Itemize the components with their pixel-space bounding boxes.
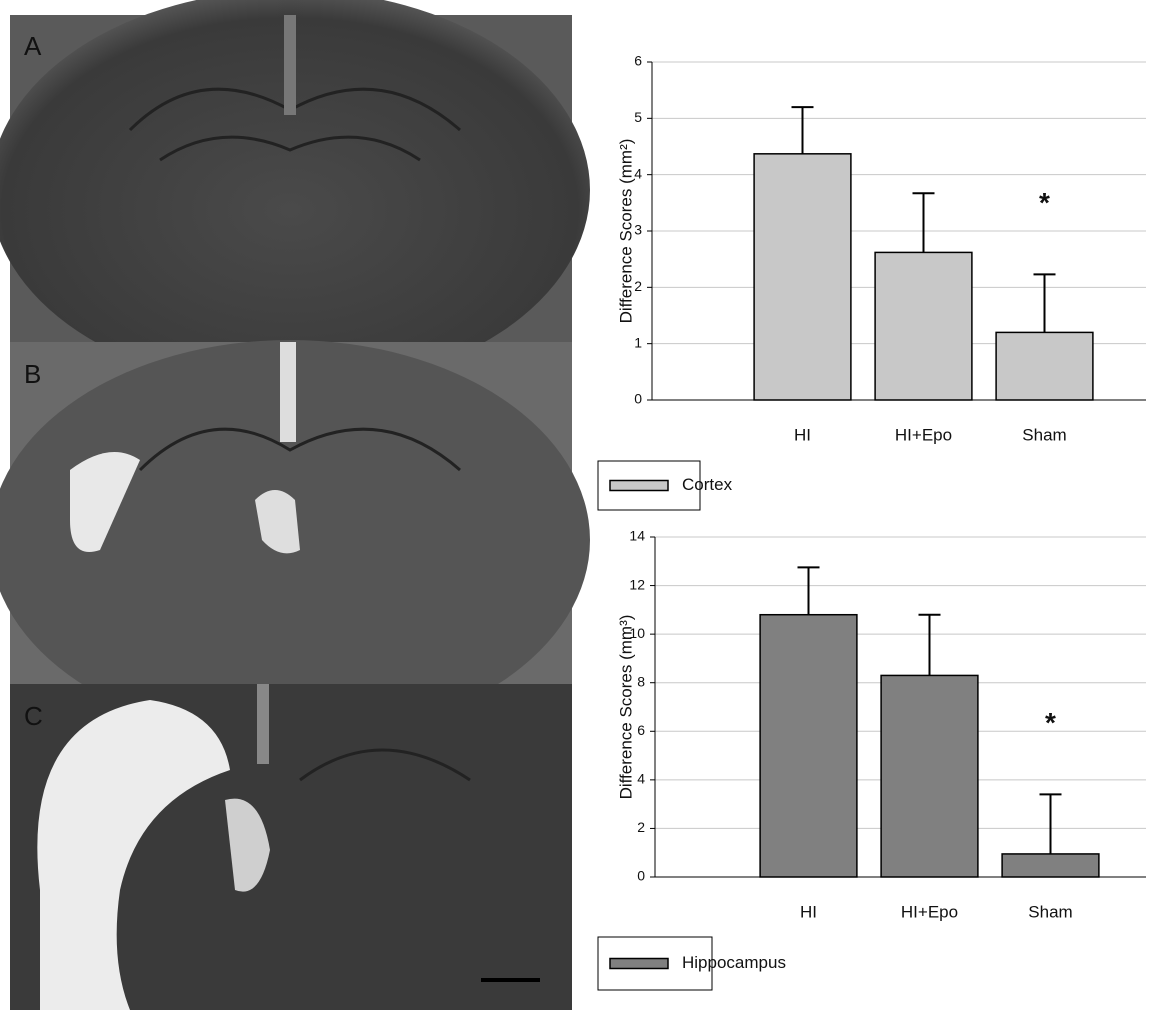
bar (1002, 854, 1099, 877)
photo-c (10, 684, 572, 1010)
y-tick-label: 0 (637, 868, 645, 884)
x-tick-label: HI (800, 902, 817, 921)
y-tick-label: 1 (634, 334, 642, 350)
figure: A B C 0123456Difference Scores (mm²)HIHI… (0, 0, 1159, 1017)
bar (881, 675, 978, 877)
y-axis-label: Difference Scores (mm³) (616, 615, 635, 800)
photo-b (0, 340, 590, 740)
legend-label: Cortex (682, 475, 733, 494)
bar (754, 154, 851, 400)
y-tick-label: 2 (637, 819, 645, 835)
y-tick-label: 14 (629, 528, 645, 544)
panel-label: A (24, 31, 42, 61)
x-tick-label: Sham (1022, 425, 1066, 444)
y-tick-label: 8 (637, 673, 645, 689)
x-tick-label: HI+Epo (901, 902, 958, 921)
x-tick-label: HI+Epo (895, 425, 952, 444)
panel-label: C (24, 701, 43, 731)
y-tick-label: 0 (634, 391, 642, 407)
y-tick-label: 5 (634, 109, 642, 125)
annotation: * (1045, 707, 1056, 738)
annotation: * (1039, 187, 1050, 218)
bar (996, 332, 1093, 400)
panel-label: B (24, 359, 41, 389)
y-tick-label: 6 (634, 53, 642, 69)
y-tick-label: 4 (637, 771, 645, 787)
x-tick-label: Sham (1028, 902, 1072, 921)
y-tick-label: 12 (629, 576, 645, 592)
legend-label: Hippocampus (682, 953, 786, 972)
legend-swatch (610, 959, 668, 969)
legend-swatch (610, 481, 668, 491)
y-tick-label: 6 (637, 722, 645, 738)
x-tick-label: HI (794, 425, 811, 444)
bar (760, 615, 857, 877)
y-axis-label: Difference Scores (mm²) (616, 139, 635, 324)
photo-a (0, 0, 590, 390)
bar (875, 252, 972, 400)
